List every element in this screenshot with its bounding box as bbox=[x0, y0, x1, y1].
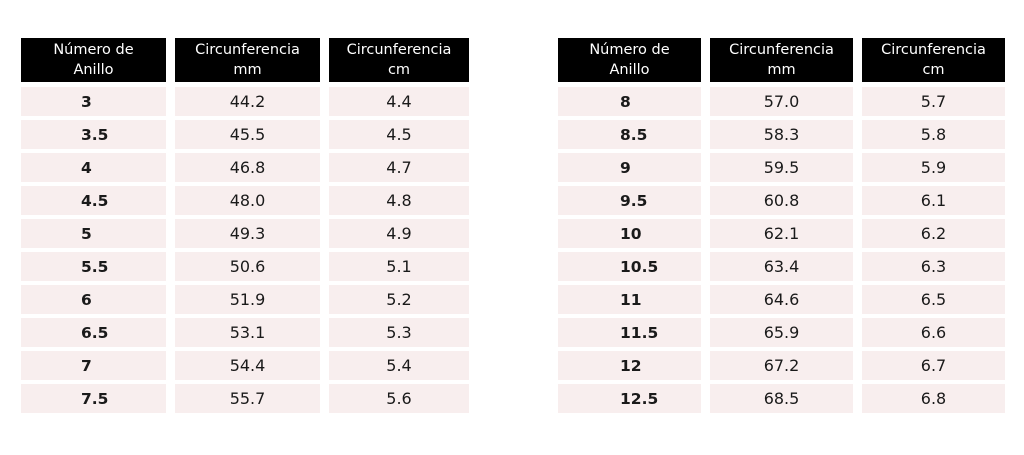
cell-ring-size: 4.5 bbox=[21, 186, 166, 215]
ring-size-table-left: Número de Anillo Circunferencia mm Circunf… bbox=[21, 38, 469, 413]
cell-circumference-mm: 48.0 bbox=[175, 186, 320, 215]
cell-ring-size: 6.5 bbox=[21, 318, 166, 347]
header-circumference-cm: Circunferencia cm bbox=[862, 38, 1005, 82]
cell-circumference-cm: 5.1 bbox=[329, 252, 469, 281]
cell-circumference-mm: 63.4 bbox=[710, 252, 853, 281]
cell-circumference-cm: 6.7 bbox=[862, 351, 1005, 380]
cell-circumference-cm: 5.3 bbox=[329, 318, 469, 347]
header-ring-size: Número de Anillo bbox=[21, 38, 166, 82]
cell-ring-size: 10 bbox=[558, 219, 701, 248]
cell-circumference-mm: 50.6 bbox=[175, 252, 320, 281]
cell-circumference-cm: 5.2 bbox=[329, 285, 469, 314]
header-circumference-mm: Circunferencia mm bbox=[175, 38, 320, 82]
cell-ring-size: 10.5 bbox=[558, 252, 701, 281]
cell-circumference-cm: 6.2 bbox=[862, 219, 1005, 248]
cell-circumference-mm: 58.3 bbox=[710, 120, 853, 149]
cell-circumference-mm: 68.5 bbox=[710, 384, 853, 413]
cell-ring-size: 3.5 bbox=[21, 120, 166, 149]
cell-circumference-cm: 4.9 bbox=[329, 219, 469, 248]
cell-ring-size: 11 bbox=[558, 285, 701, 314]
cell-ring-size: 5.5 bbox=[21, 252, 166, 281]
cell-circumference-mm: 55.7 bbox=[175, 384, 320, 413]
cell-circumference-cm: 5.8 bbox=[862, 120, 1005, 149]
cell-circumference-cm: 6.6 bbox=[862, 318, 1005, 347]
cell-circumference-mm: 64.6 bbox=[710, 285, 853, 314]
cell-ring-size: 4 bbox=[21, 153, 166, 182]
header-ring-size: Número de Anillo bbox=[558, 38, 701, 82]
cell-circumference-cm: 5.7 bbox=[862, 87, 1005, 116]
cell-circumference-cm: 4.7 bbox=[329, 153, 469, 182]
cell-ring-size: 9.5 bbox=[558, 186, 701, 215]
cell-circumference-cm: 5.6 bbox=[329, 384, 469, 413]
ring-size-table-right: Número de Anillo Circunferencia mm Circunf… bbox=[558, 38, 1005, 413]
cell-circumference-cm: 6.3 bbox=[862, 252, 1005, 281]
cell-ring-size: 3 bbox=[21, 87, 166, 116]
cell-circumference-mm: 65.9 bbox=[710, 318, 853, 347]
cell-circumference-cm: 4.5 bbox=[329, 120, 469, 149]
cell-circumference-mm: 60.8 bbox=[710, 186, 853, 215]
header-circumference-cm: Circunferencia cm bbox=[329, 38, 469, 82]
cell-circumference-mm: 57.0 bbox=[710, 87, 853, 116]
cell-circumference-mm: 59.5 bbox=[710, 153, 853, 182]
cell-ring-size: 7 bbox=[21, 351, 166, 380]
cell-circumference-cm: 6.5 bbox=[862, 285, 1005, 314]
cell-ring-size: 5 bbox=[21, 219, 166, 248]
cell-circumference-mm: 46.8 bbox=[175, 153, 320, 182]
cell-circumference-cm: 6.1 bbox=[862, 186, 1005, 215]
cell-circumference-mm: 44.2 bbox=[175, 87, 320, 116]
cell-ring-size: 8 bbox=[558, 87, 701, 116]
cell-circumference-mm: 49.3 bbox=[175, 219, 320, 248]
cell-circumference-cm: 4.8 bbox=[329, 186, 469, 215]
cell-ring-size: 6 bbox=[21, 285, 166, 314]
cell-ring-size: 7.5 bbox=[21, 384, 166, 413]
cell-circumference-mm: 53.1 bbox=[175, 318, 320, 347]
cell-circumference-cm: 5.9 bbox=[862, 153, 1005, 182]
cell-circumference-mm: 45.5 bbox=[175, 120, 320, 149]
cell-circumference-mm: 51.9 bbox=[175, 285, 320, 314]
cell-ring-size: 8.5 bbox=[558, 120, 701, 149]
cell-circumference-cm: 5.4 bbox=[329, 351, 469, 380]
cell-ring-size: 12 bbox=[558, 351, 701, 380]
cell-ring-size: 12.5 bbox=[558, 384, 701, 413]
cell-circumference-mm: 54.4 bbox=[175, 351, 320, 380]
cell-ring-size: 9 bbox=[558, 153, 701, 182]
cell-circumference-cm: 6.8 bbox=[862, 384, 1005, 413]
cell-circumference-mm: 67.2 bbox=[710, 351, 853, 380]
cell-ring-size: 11.5 bbox=[558, 318, 701, 347]
cell-circumference-mm: 62.1 bbox=[710, 219, 853, 248]
header-circumference-mm: Circunferencia mm bbox=[710, 38, 853, 82]
cell-circumference-cm: 4.4 bbox=[329, 87, 469, 116]
